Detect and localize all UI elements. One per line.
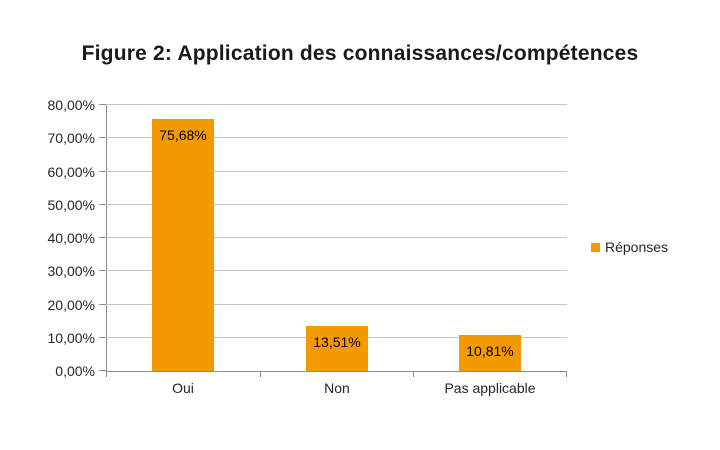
y-axis-tick-label: 70,00% <box>47 130 95 147</box>
gridline <box>106 237 567 238</box>
y-axis-tick <box>99 336 106 338</box>
plot-area: 75,68% 13,51% 10,81% <box>99 104 567 377</box>
x-axis <box>106 371 567 372</box>
x-axis-category-label: Non <box>324 380 350 396</box>
bar-oui <box>152 119 214 371</box>
y-axis-tick <box>99 137 106 139</box>
x-axis-category-label: Oui <box>172 380 194 396</box>
bar-value-label: 13,51% <box>313 334 361 350</box>
bar-pas-applicable <box>459 335 521 371</box>
y-axis-tick-label: 0,00% <box>55 363 95 379</box>
gridline <box>106 104 567 105</box>
gridline <box>106 270 567 272</box>
chart-title: Figure 2: Application des connaissances/… <box>81 42 639 65</box>
y-axis-tick <box>99 203 106 205</box>
y-axis-tick-label: 80,00% <box>47 97 95 113</box>
y-axis-tick <box>99 303 106 305</box>
x-axis-tick <box>106 372 107 377</box>
legend-label: Réponses <box>605 239 669 255</box>
y-axis <box>106 105 107 376</box>
y-axis-tick <box>99 270 106 272</box>
y-axis-tick-label: 30,00% <box>47 263 95 280</box>
y-axis-tick <box>99 370 106 371</box>
bar-value-label: 75,68% <box>159 127 207 143</box>
gridline <box>106 170 567 172</box>
gridline <box>106 203 567 205</box>
x-axis-tick <box>259 372 261 377</box>
y-axis-tick-label: 20,00% <box>47 296 95 313</box>
bar-non <box>306 326 368 371</box>
bar-value-label: 10,81% <box>466 343 514 359</box>
y-axis-tick-label: 40,00% <box>47 230 95 246</box>
y-axis-tick-label: 10,00% <box>47 329 95 346</box>
y-axis-tick-label: 60,00% <box>47 163 95 180</box>
y-axis-tick-label: 50,00% <box>47 196 95 213</box>
gridline <box>106 137 567 139</box>
legend-square-icon <box>591 242 600 252</box>
x-axis-tick <box>413 372 415 377</box>
gridline <box>106 303 567 305</box>
y-axis-tick <box>99 237 106 238</box>
y-axis-tick <box>99 104 106 105</box>
x-axis-category-label: Pas applicable <box>444 380 536 396</box>
legend: Réponses <box>591 240 668 254</box>
x-axis-tick <box>566 372 567 377</box>
y-axis-tick <box>99 170 106 172</box>
